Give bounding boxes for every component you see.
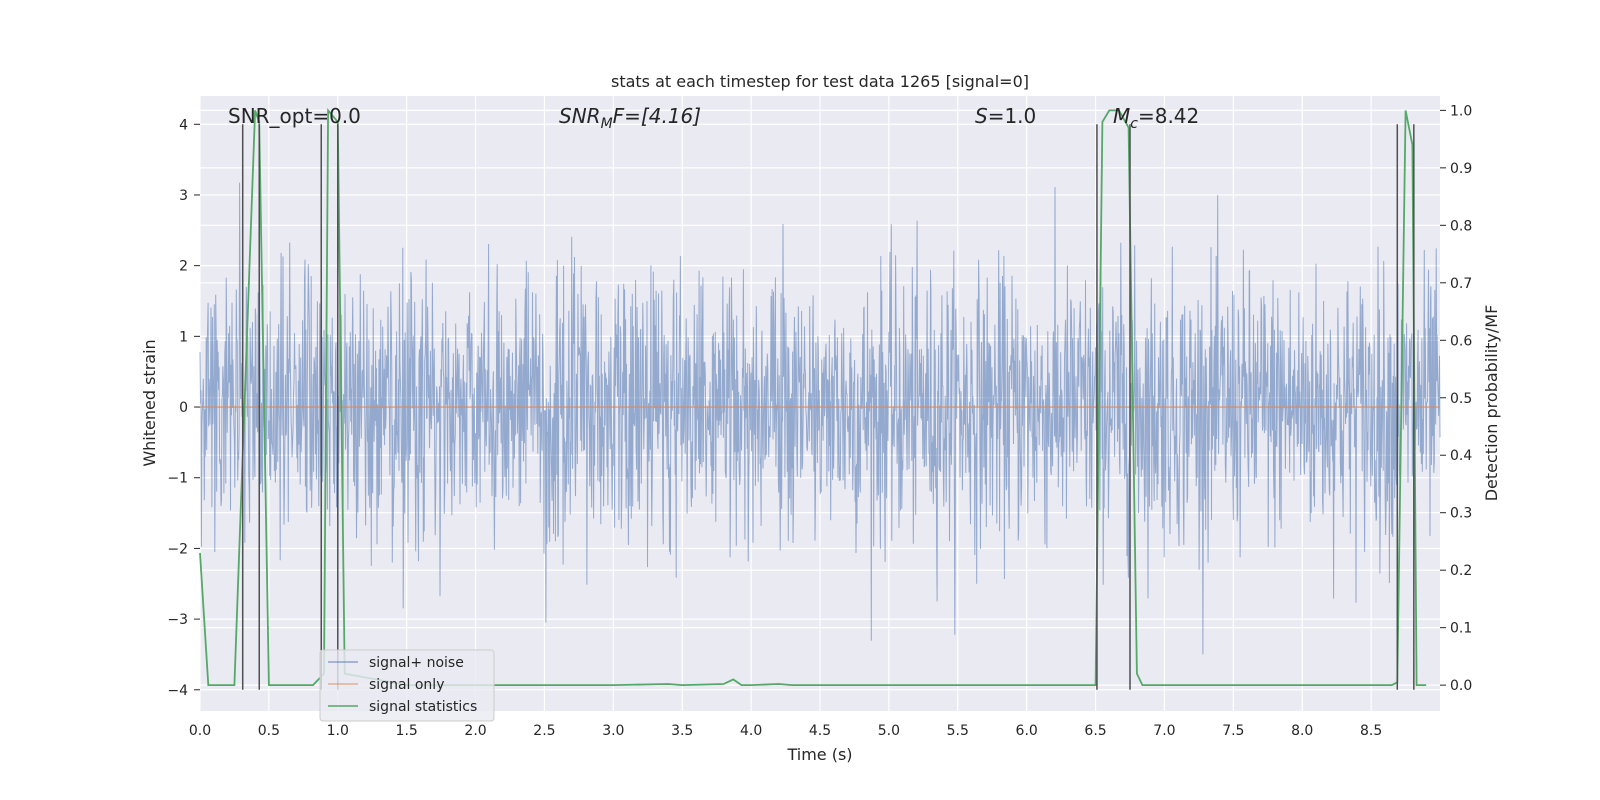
annotation-chirp-mass: Mc=8.42 bbox=[1113, 104, 1199, 132]
y-tick-label: 0 bbox=[179, 400, 188, 416]
s-stat-value: =1.0 bbox=[988, 104, 1037, 128]
legend: signal+ noise signal only signal statist… bbox=[319, 649, 495, 722]
x-tick-label: 3.5 bbox=[671, 723, 693, 739]
mc-symbol: M bbox=[1113, 104, 1130, 128]
x-tick-label: 6.5 bbox=[1084, 723, 1106, 739]
x-tick-label: 8.0 bbox=[1291, 723, 1313, 739]
x-tick-label: 2.5 bbox=[533, 723, 555, 739]
x-tick-label: 7.0 bbox=[1153, 723, 1175, 739]
y2-tick-label: 0.5 bbox=[1450, 391, 1472, 407]
x-tick-label: 0.5 bbox=[258, 723, 280, 739]
y2-tick-label: 0.1 bbox=[1450, 621, 1472, 637]
y-tick-label: 1 bbox=[179, 329, 188, 345]
x-tick-label: 3.0 bbox=[602, 723, 624, 739]
mc-subscript: c bbox=[1130, 116, 1138, 132]
y2-tick-label: 0.4 bbox=[1450, 448, 1472, 464]
y2-tick-label: 0.6 bbox=[1450, 333, 1472, 349]
y2-axis-label: Detection probability/MF bbox=[1482, 305, 1501, 502]
y2-tick-label: 0.2 bbox=[1450, 563, 1472, 579]
legend-box bbox=[319, 649, 495, 722]
vertical-lines bbox=[241, 124, 1415, 690]
y-tick-label: 2 bbox=[179, 259, 188, 275]
noise-line bbox=[199, 182, 1441, 655]
y-tick-label: −3 bbox=[167, 612, 188, 628]
annotation-snr-opt: SNR_opt=0.0 bbox=[228, 104, 361, 128]
x-tick-label: 5.5 bbox=[947, 723, 969, 739]
x-tick-label: 0.0 bbox=[189, 723, 211, 739]
x-tick-label: 2.0 bbox=[464, 723, 486, 739]
y2-tick-label: 0.0 bbox=[1450, 678, 1472, 694]
x-tick-label: 8.5 bbox=[1360, 723, 1382, 739]
y2-tick-label: 0.8 bbox=[1450, 218, 1472, 234]
y2-tick-label: 1.0 bbox=[1450, 103, 1472, 119]
legend-label-stats: signal statistics bbox=[369, 699, 477, 715]
annotation-snr-mf: SNRMF=[4.16] bbox=[559, 104, 701, 132]
x-tick-label: 4.5 bbox=[809, 723, 831, 739]
y-axis-label: Whitened strain bbox=[140, 339, 159, 466]
y-tick-label: 4 bbox=[179, 117, 188, 133]
s-stat-symbol: S bbox=[975, 104, 988, 128]
y2-tick-label: 0.7 bbox=[1450, 276, 1472, 292]
y-tick-label: −4 bbox=[167, 683, 188, 699]
ticks: 0.0 0.5 1.0 1.5 2.0 2.5 3.0 3.5 4.0 4.5 5.0 5.5 6.0 6… bbox=[167, 103, 1472, 739]
x-axis-label: Time (s) bbox=[786, 745, 852, 764]
snr-mf-symbol: SNR bbox=[559, 104, 601, 128]
y-tick-label: 3 bbox=[179, 188, 188, 204]
x-tick-label: 1.0 bbox=[327, 723, 349, 739]
x-tick-label: 5.0 bbox=[878, 723, 900, 739]
chart-title: stats at each timestep for test data 126… bbox=[611, 72, 1029, 91]
noise-series bbox=[199, 182, 1441, 655]
x-tick-label: 6.0 bbox=[1016, 723, 1038, 739]
annotation-s-stat: S=1.0 bbox=[975, 104, 1036, 128]
x-tick-label: 7.5 bbox=[1222, 723, 1244, 739]
snr-mf-subscript: M bbox=[601, 116, 613, 132]
x-tick-label: 1.5 bbox=[396, 723, 418, 739]
legend-label-noise: signal+ noise bbox=[369, 655, 464, 671]
x-tick-label: 4.0 bbox=[740, 723, 762, 739]
snr-mf-rest: F=[4.16] bbox=[613, 104, 701, 128]
y2-tick-label: 0.3 bbox=[1450, 506, 1472, 522]
mc-value: =8.42 bbox=[1138, 104, 1199, 128]
legend-label-signal: signal only bbox=[369, 677, 444, 693]
y-tick-label: −2 bbox=[167, 541, 188, 557]
y2-tick-label: 0.9 bbox=[1450, 161, 1472, 177]
y-tick-label: −1 bbox=[167, 471, 188, 487]
